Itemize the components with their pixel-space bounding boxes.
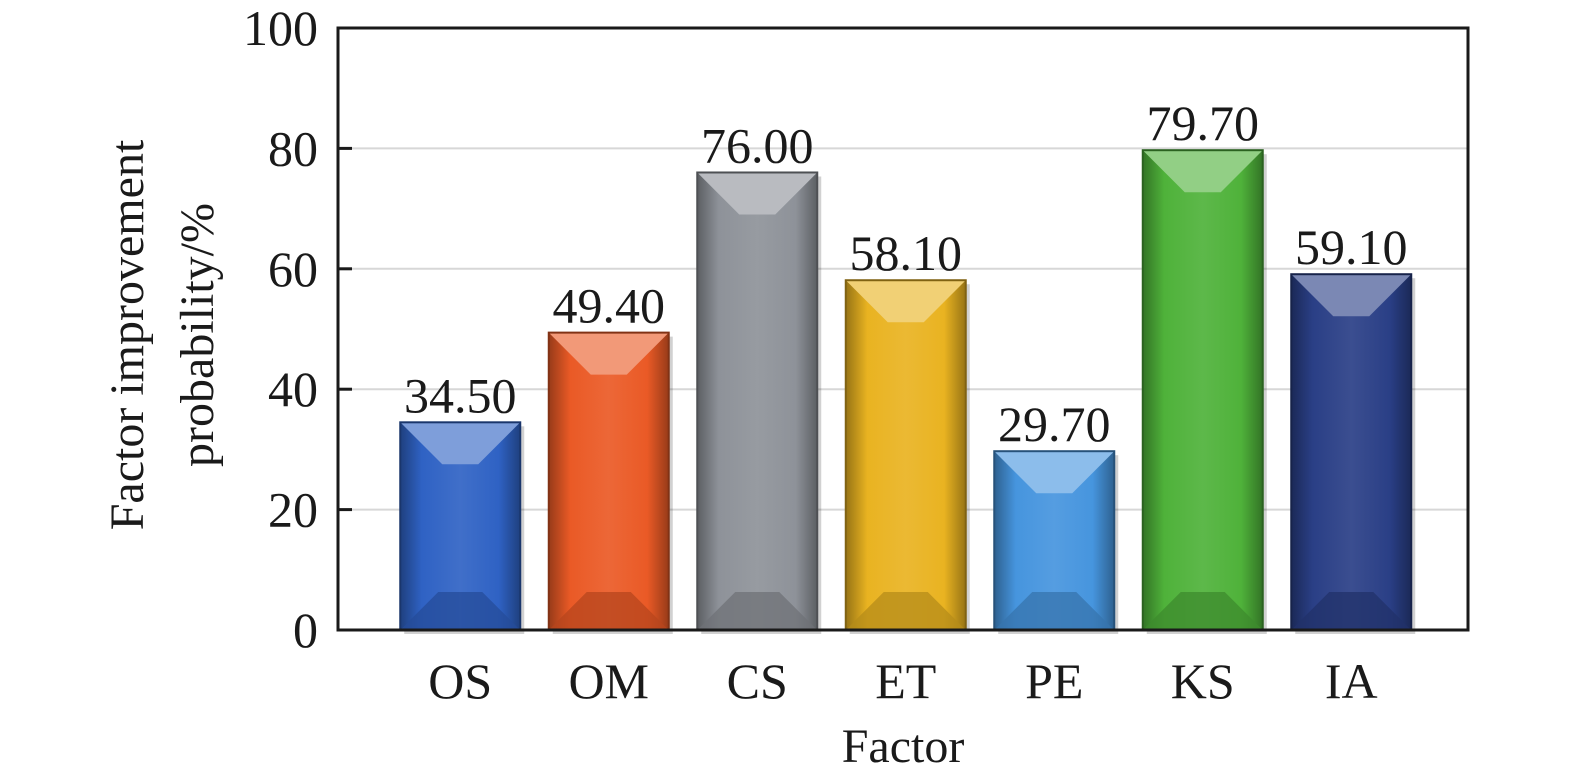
bar-om: [547, 331, 673, 634]
bar-top-bevel: [1291, 274, 1412, 317]
bar-top-bevel: [548, 332, 669, 375]
bar-top-bevel: [697, 172, 818, 215]
bar-bottom-bevel: [1291, 592, 1412, 630]
y-tick-label: 20: [268, 482, 318, 538]
bar-body: [697, 172, 818, 631]
data-label-ks: 79.70: [1147, 95, 1260, 151]
data-label-cs: 76.00: [701, 117, 814, 173]
y-axis-title-line-2: probability/%: [171, 203, 224, 467]
bar-bottom-bevel: [400, 592, 521, 630]
data-label-pe: 29.70: [998, 396, 1111, 452]
bar-top-bevel: [845, 280, 966, 323]
x-axis-title: Factor: [842, 720, 965, 773]
x-tick-label-pe: PE: [1025, 653, 1083, 709]
x-tick-label-cs: CS: [727, 653, 788, 709]
y-tick-label: 40: [268, 361, 318, 417]
x-axis-categories: OS OM CS ET PE KS IA: [428, 653, 1377, 709]
bar-bottom-bevel: [845, 592, 966, 630]
x-tick-label-ks: KS: [1171, 653, 1235, 709]
data-labels: 34.50 49.40 76.00 58.10 29.70 79.70 59.10: [404, 95, 1408, 452]
bar-et: [844, 279, 970, 634]
x-tick-label-om: OM: [568, 653, 649, 709]
bar-body: [548, 332, 669, 630]
data-label-os: 34.50: [404, 367, 517, 423]
bar-os: [399, 421, 525, 634]
bar-bottom-bevel: [1142, 592, 1263, 630]
bar-ks: [1141, 149, 1267, 634]
bars: [399, 149, 1416, 635]
bar-top-bevel: [400, 422, 521, 465]
x-tick-label-et: ET: [875, 653, 936, 709]
y-tick-label: 80: [268, 120, 318, 176]
y-tick-label: 100: [243, 0, 318, 56]
bar-top-bevel: [994, 451, 1115, 494]
plot-frame: [336, 26, 1470, 632]
bar-body: [845, 280, 966, 630]
y-axis-title-line-1: Factor improvement: [101, 139, 154, 530]
x-tick-label-ia: IA: [1325, 653, 1378, 709]
data-label-et: 58.10: [850, 225, 963, 281]
y-axis-ticks: 0 20 40 60 80 100: [243, 0, 352, 658]
y-axis-title: Factor improvement probability/%: [101, 139, 224, 530]
bar-pe: [993, 450, 1119, 634]
bar-bottom-bevel: [548, 592, 669, 630]
bar-cs: [696, 171, 822, 635]
data-label-ia: 59.10: [1295, 219, 1408, 275]
x-tick-label-os: OS: [428, 653, 492, 709]
data-label-om: 49.40: [553, 278, 666, 334]
bar-bottom-bevel: [994, 592, 1115, 630]
y-tick-label: 60: [268, 241, 318, 297]
bar-body: [1291, 274, 1412, 630]
bar-bottom-bevel: [697, 592, 818, 630]
bar-body: [1142, 150, 1263, 630]
bar-top-bevel: [1142, 150, 1263, 193]
bar-ia: [1290, 273, 1416, 634]
y-tick-label: 0: [293, 602, 318, 658]
